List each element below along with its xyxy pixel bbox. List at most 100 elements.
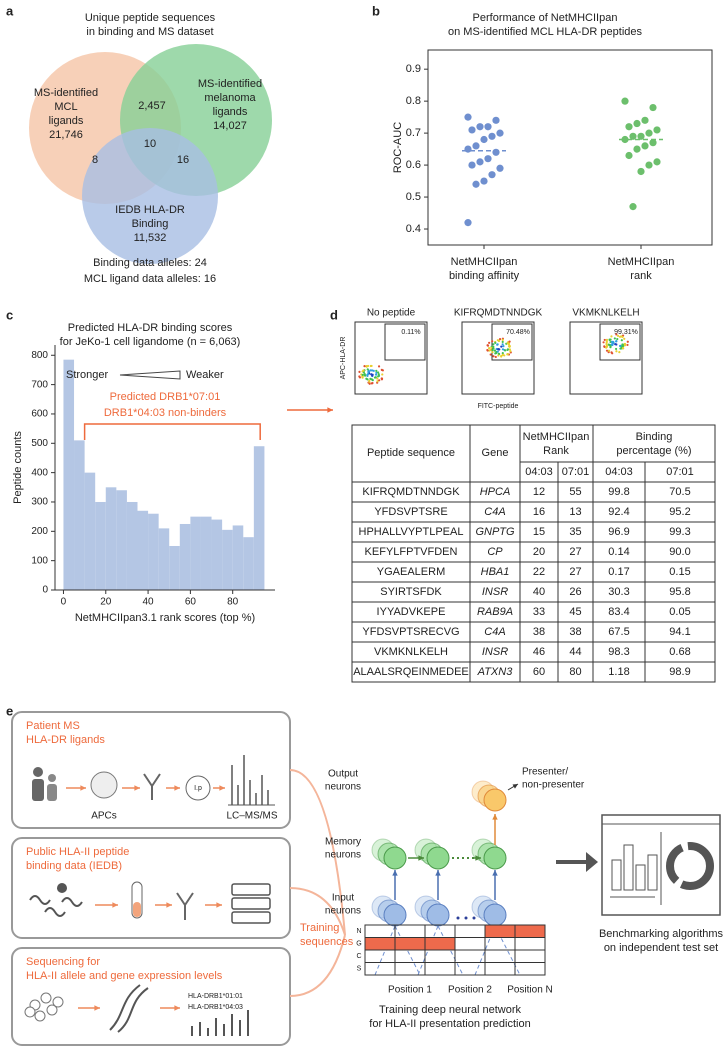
bar bbox=[126, 501, 138, 590]
icon-bar bbox=[635, 864, 646, 891]
flow-dot bbox=[378, 379, 381, 382]
flow-line bbox=[289, 934, 346, 997]
icon bbox=[109, 984, 149, 1033]
flow-dot bbox=[370, 373, 373, 376]
training-label: Training bbox=[300, 922, 339, 934]
arrow-head bbox=[475, 855, 481, 861]
memory-neuron bbox=[483, 846, 507, 870]
flow-dot bbox=[489, 348, 492, 352]
bar bbox=[190, 516, 201, 590]
position-label: Position 1 bbox=[388, 985, 432, 996]
flow-dot bbox=[502, 344, 505, 348]
flow-dot bbox=[497, 348, 500, 351]
arrow-head bbox=[166, 902, 172, 908]
chart-title: in binding and MS dataset bbox=[86, 26, 213, 38]
flow-dot bbox=[492, 347, 495, 350]
table-subheader: 07:01 bbox=[666, 466, 694, 478]
point bbox=[488, 132, 496, 140]
set-count: 14,027 bbox=[213, 120, 247, 132]
x-tick-label: 80 bbox=[227, 597, 239, 608]
point bbox=[492, 148, 500, 156]
flow-dot bbox=[626, 343, 629, 347]
y-tick-label: 0.5 bbox=[406, 191, 421, 203]
flow-dot bbox=[618, 335, 622, 338]
set-name: MCL bbox=[54, 101, 77, 113]
table-cell: 38 bbox=[569, 626, 581, 638]
flow-dot bbox=[626, 340, 629, 343]
table-cell: 33 bbox=[533, 606, 545, 618]
table-cell: 67.5 bbox=[608, 626, 629, 638]
benchmark-label: on independent test set bbox=[604, 942, 718, 954]
flow-dot bbox=[605, 338, 609, 341]
set-name: IEDB HLA-DR bbox=[115, 204, 185, 216]
flow-dot bbox=[503, 354, 506, 357]
table-cell: 12 bbox=[533, 486, 545, 498]
allele-label: HLA-DRB1*01:01 bbox=[188, 993, 243, 1000]
set-circle bbox=[82, 128, 218, 264]
y-tick-label: 800 bbox=[31, 350, 48, 361]
training-label: sequences bbox=[300, 936, 354, 948]
flow-dot bbox=[376, 377, 379, 380]
table-cell: 0.15 bbox=[669, 566, 690, 578]
gate-percent: 70.48% bbox=[506, 329, 530, 336]
flow-x-label: FITC-peptide bbox=[478, 403, 519, 410]
flow-dot bbox=[495, 351, 498, 355]
set-name: Binding bbox=[132, 218, 169, 230]
flow-dot bbox=[508, 340, 511, 343]
table-cell: INSR bbox=[482, 646, 508, 658]
flow-dot bbox=[362, 369, 365, 372]
residue-label: C bbox=[356, 953, 361, 960]
flow-dot bbox=[366, 374, 369, 377]
table-cell: 90.0 bbox=[669, 546, 690, 558]
arrow-head bbox=[174, 1005, 180, 1011]
memory-neuron bbox=[383, 846, 407, 870]
overlap-count: 16 bbox=[177, 154, 189, 166]
flow-dot bbox=[504, 349, 507, 352]
table-header: Rank bbox=[543, 445, 569, 457]
flow-dot bbox=[608, 338, 611, 341]
x-tick-label: 40 bbox=[143, 597, 155, 608]
residue-label: N bbox=[356, 928, 361, 935]
table-cell: 70.5 bbox=[669, 486, 690, 498]
icon-label: APCs bbox=[91, 811, 117, 822]
flow-dot bbox=[371, 369, 374, 372]
y-tick-label: 300 bbox=[31, 497, 48, 508]
flow-line bbox=[289, 887, 346, 936]
flow-frame bbox=[354, 321, 428, 395]
table-cell: 15 bbox=[533, 526, 545, 538]
input-neuron bbox=[483, 903, 507, 927]
flow-dot bbox=[603, 338, 606, 342]
flow-dot bbox=[493, 349, 497, 352]
flow-dot bbox=[362, 371, 365, 374]
flow-dot bbox=[609, 346, 612, 349]
source-title: Public HLA-II peptide bbox=[26, 846, 129, 858]
flow-dot bbox=[610, 335, 613, 338]
flow-dot bbox=[501, 340, 504, 344]
y-tick-label: 700 bbox=[31, 379, 48, 390]
flow-dot bbox=[605, 346, 608, 349]
point bbox=[625, 123, 633, 131]
point bbox=[653, 158, 661, 166]
icon-bar bbox=[623, 844, 634, 891]
panel-label: e bbox=[6, 703, 13, 718]
flow-dot bbox=[616, 337, 619, 341]
flow-frame bbox=[569, 321, 643, 395]
flow-dot bbox=[490, 346, 493, 350]
point bbox=[645, 161, 653, 169]
icon-bar bbox=[611, 859, 622, 891]
flow-dot bbox=[367, 370, 370, 374]
panel-label: b bbox=[372, 3, 380, 18]
point bbox=[629, 203, 637, 211]
connector bbox=[437, 925, 464, 976]
table-cell: YFDSVPTSRE bbox=[374, 506, 447, 518]
icon bbox=[24, 1006, 36, 1018]
table-cell: ALAALSRQEINMEDEE bbox=[353, 666, 469, 678]
arrow-head bbox=[492, 870, 498, 876]
point bbox=[637, 167, 645, 176]
source-title: Patient MS bbox=[26, 720, 80, 732]
position-label: Position 2 bbox=[448, 985, 492, 996]
flow-dot bbox=[610, 351, 613, 354]
icon bbox=[57, 883, 67, 893]
flow-dot bbox=[489, 353, 492, 356]
table-cell: 0.68 bbox=[669, 646, 690, 658]
